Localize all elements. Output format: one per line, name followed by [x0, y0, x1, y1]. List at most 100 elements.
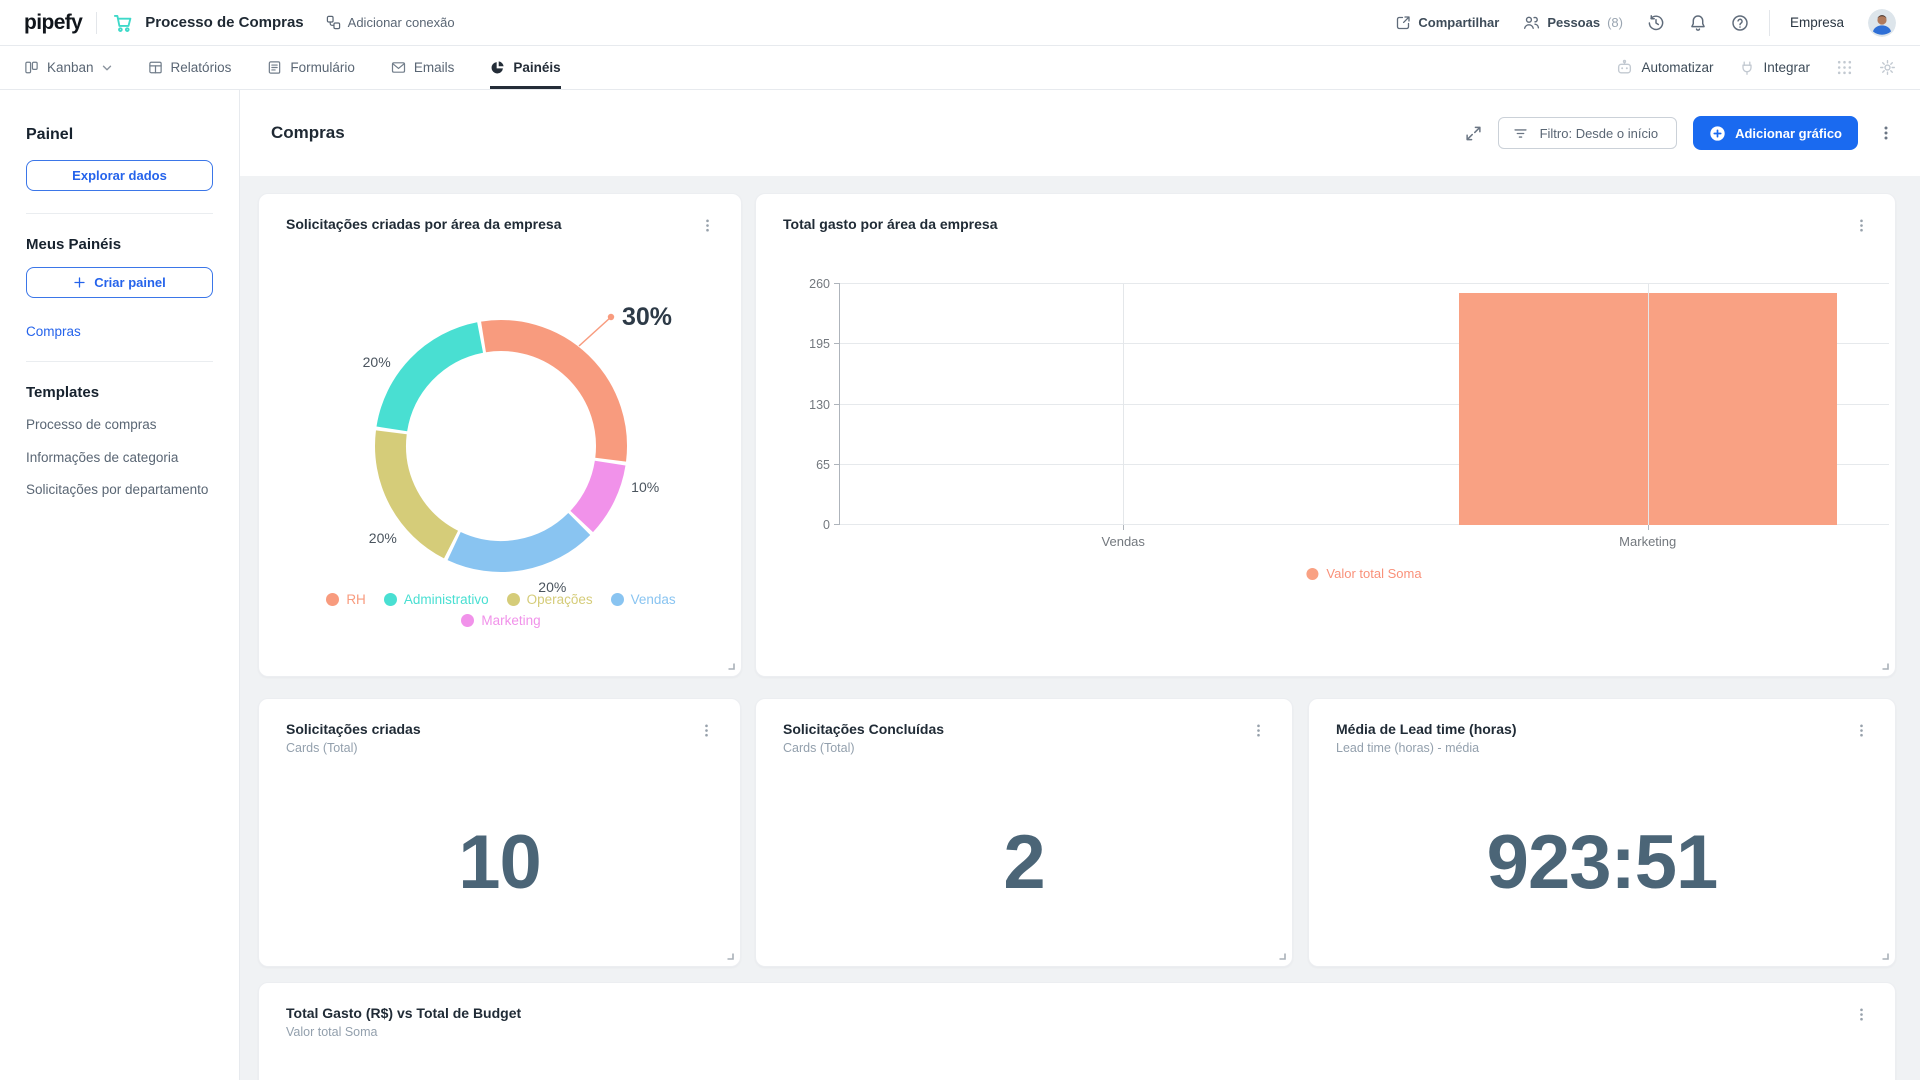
donut-callout-line [578, 316, 612, 347]
sidebar-section-meus-paineis: Meus Painéis [26, 236, 122, 253]
expand-icon[interactable] [1465, 125, 1482, 142]
connection-icon [326, 15, 341, 30]
card-header: Solicitações criadas por área da empresa [259, 194, 741, 235]
card-title: Solicitações criadas por área da empresa [286, 216, 562, 232]
template-item[interactable]: Solicitações por departamento [26, 482, 209, 498]
kpi-card-lead-time: Média de Lead time (horas) Lead time (ho… [1308, 698, 1896, 967]
donut-segment-RH[interactable] [481, 320, 627, 462]
card-subtitle: Lead time (horas) - média [1336, 741, 1480, 755]
kpi-card-solicitacoes-concluidas: Solicitações Concluídas Cards (Total) 2 [755, 698, 1293, 967]
tab-paineis[interactable]: Painéis [490, 46, 561, 89]
legend-item-Vendas[interactable]: Vendas [610, 592, 676, 607]
donut-percentage-label: 20% [368, 530, 397, 547]
sidebar-item-compras[interactable]: Compras [26, 324, 81, 339]
donut-segment-Vendas[interactable] [447, 512, 591, 572]
plus-icon [73, 276, 86, 289]
legend-label: Vendas [630, 592, 676, 607]
cart-icon [113, 13, 133, 33]
tab-relatorios[interactable]: Relatórios [148, 46, 231, 89]
share-button[interactable]: Compartilhar [1395, 15, 1499, 31]
x-axis-label: Vendas [1101, 534, 1145, 549]
y-axis-tick [834, 403, 840, 405]
card-kebab-icon[interactable] [1852, 721, 1871, 740]
resize-handle-icon[interactable] [1879, 950, 1890, 961]
card-kebab-icon[interactable] [697, 721, 716, 740]
legend-dot [326, 593, 340, 606]
y-axis-tick [834, 283, 840, 284]
card-kebab-icon[interactable] [1249, 721, 1268, 740]
pie-chart-icon [490, 60, 505, 75]
kpi-value: 2 [1003, 820, 1045, 905]
automate-button[interactable]: Automatizar [1616, 59, 1713, 76]
legend-dot [610, 593, 624, 606]
add-chart-button[interactable]: Adicionar gráfico [1693, 116, 1858, 150]
add-connection-button[interactable]: Adicionar conexão [326, 15, 455, 30]
legend-label: Operações [526, 592, 593, 607]
donut-chart: 30% 20% 20% 20% 10% [259, 194, 741, 676]
template-item[interactable]: Processo de compras [26, 417, 157, 432]
legend-item-Marketing[interactable]: Marketing [461, 613, 541, 628]
legend-label: Marketing [481, 613, 541, 628]
pipefy-logo[interactable]: pipefy [24, 10, 83, 34]
settings-gear-icon[interactable] [1879, 59, 1896, 76]
tabbar-right: Automatizar Integrar [1616, 46, 1896, 89]
kpi-card-solicitacoes-criadas: Solicitações criadas Cards (Total) 10 [258, 698, 741, 967]
dashboard-canvas: Solicitações criadas por área da empresa… [240, 176, 1920, 1080]
gridline-y [840, 524, 1889, 525]
kpi-value: 923:51 [1486, 820, 1719, 905]
bar-chart-plot: 0 65 130 195 260 Vendas Marketing [809, 277, 1889, 549]
explore-data-button[interactable]: Explorar dados [26, 160, 213, 191]
table-icon [148, 60, 163, 75]
robot-icon [1616, 59, 1633, 76]
donut-segment-Administrativo[interactable] [376, 322, 484, 432]
history-icon[interactable] [1647, 14, 1665, 32]
filter-button[interactable]: Filtro: Desde o início [1497, 117, 1678, 149]
legend-label: Valor total Soma [1326, 566, 1422, 581]
card-kebab-icon[interactable] [1852, 216, 1871, 235]
donut-percentage-label: 10% [631, 479, 660, 496]
sidebar-section-painel: Painel [26, 126, 74, 143]
card-kebab-icon[interactable] [698, 216, 717, 235]
help-icon[interactable] [1731, 14, 1749, 32]
plug-icon [1739, 60, 1755, 76]
share-icon [1395, 15, 1411, 31]
gridline-x [1647, 284, 1649, 525]
legend-dot [1306, 567, 1319, 580]
divider [96, 11, 98, 34]
x-axis-label: Marketing [1619, 534, 1677, 549]
card-title: Total Gasto (R$) vs Total de Budget [286, 1005, 522, 1021]
bar-chart-legend[interactable]: Valor total Soma [1306, 566, 1422, 581]
notifications-bell-icon[interactable] [1689, 14, 1707, 32]
y-axis-label: 65 [816, 457, 830, 472]
resize-handle-icon[interactable] [725, 660, 736, 671]
resize-handle-icon[interactable] [724, 950, 735, 961]
form-icon [267, 60, 282, 75]
create-panel-button[interactable]: Criar painel [26, 267, 213, 298]
people-button[interactable]: Pessoas (8) [1523, 14, 1623, 31]
card-title: Solicitações criadas [286, 721, 421, 737]
template-item[interactable]: Informações de categoria [26, 449, 179, 465]
user-avatar[interactable] [1868, 8, 1896, 37]
tab-kanban[interactable]: Kanban [24, 46, 112, 89]
donut-segment-Operações[interactable] [375, 430, 459, 559]
integrate-button[interactable]: Integrar [1739, 60, 1810, 76]
donut-segment-Marketing[interactable] [570, 460, 626, 533]
gridline-y [840, 283, 1889, 284]
tab-formulario[interactable]: Formulário [267, 46, 355, 89]
pipe-tab-bar: Kanban Relatórios Formulário [0, 46, 1920, 90]
people-icon [1523, 14, 1540, 31]
dashboard-kebab-icon[interactable] [1878, 125, 1894, 141]
legend-item-Administrativo[interactable]: Administrativo [383, 592, 489, 607]
resize-handle-icon[interactable] [1276, 950, 1287, 961]
donut-chart-card: Solicitações criadas por área da empresa… [258, 193, 742, 677]
tab-emails[interactable]: Emails [391, 46, 454, 89]
legend-item-Operações[interactable]: Operações [506, 592, 593, 607]
company-name[interactable]: Empresa [1789, 15, 1844, 30]
apps-grid-icon[interactable] [1836, 59, 1853, 76]
legend-item-RH[interactable]: RH [326, 592, 366, 607]
divider [26, 213, 213, 214]
card-subtitle: Cards (Total) [286, 741, 358, 755]
resize-handle-icon[interactable] [1879, 660, 1890, 671]
kpi-value: 10 [458, 820, 542, 905]
card-kebab-icon[interactable] [1852, 1005, 1871, 1024]
